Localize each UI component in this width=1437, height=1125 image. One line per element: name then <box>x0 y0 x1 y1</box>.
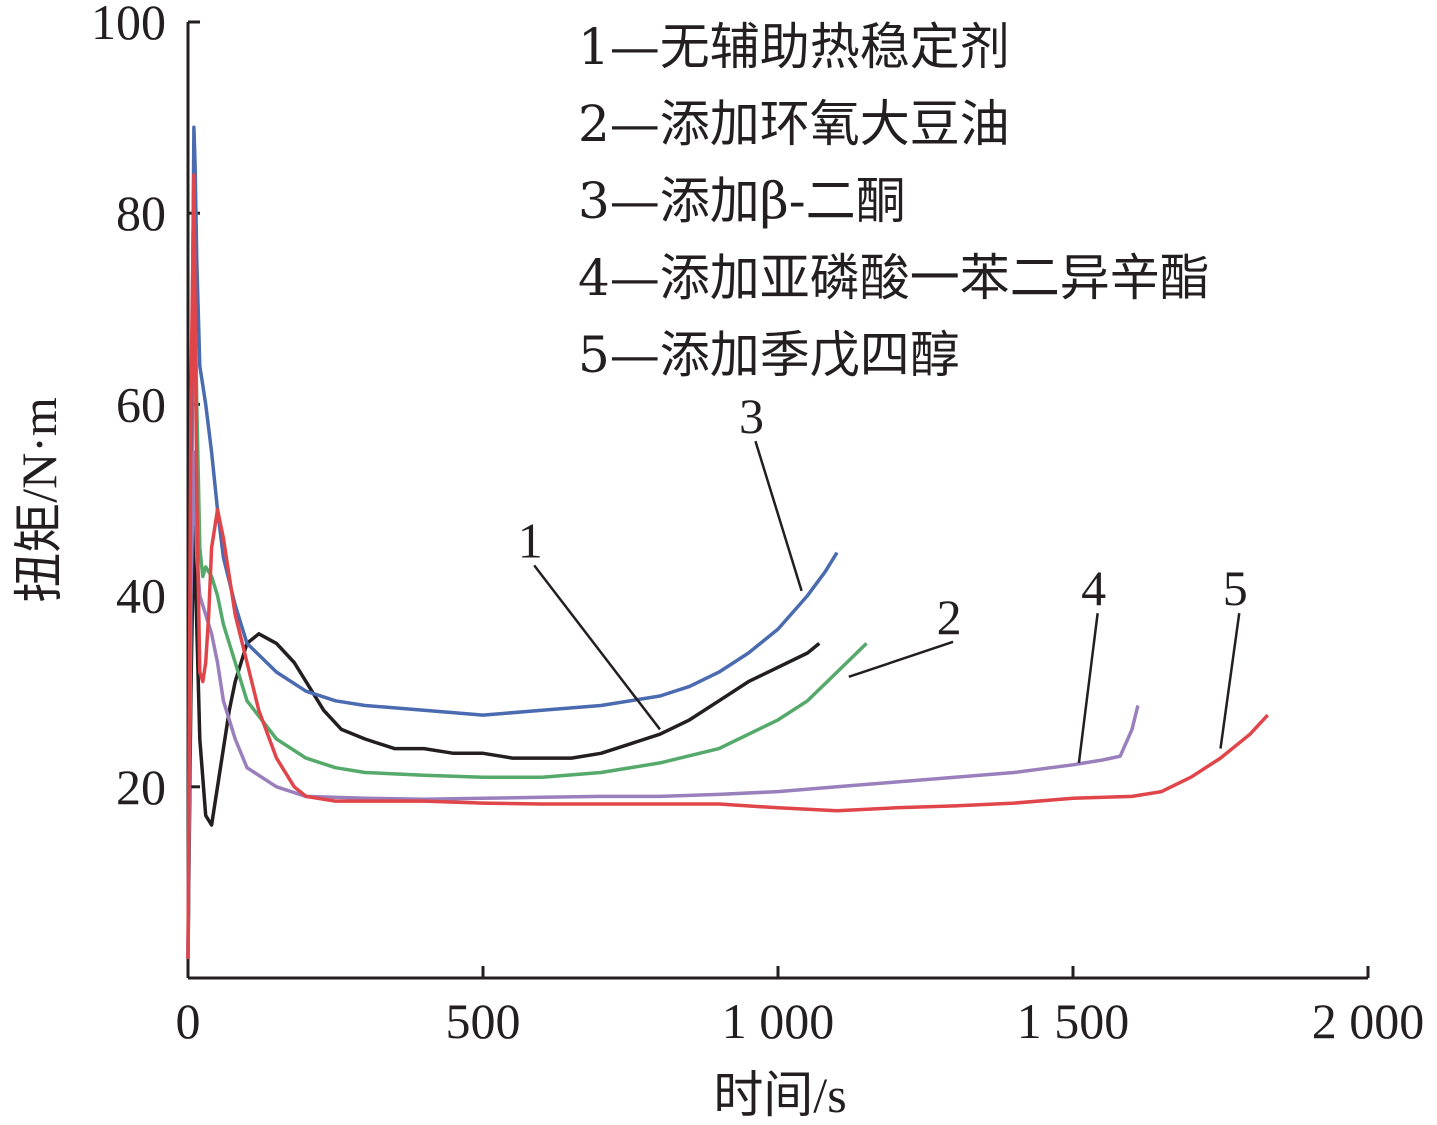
legend: 1—无辅助热稳定剂 2—添加环氧大豆油 3—添加β-二酮 4—添加亚磷酸一苯二异辛酯 5… <box>578 18 1210 384</box>
leader-line-4 <box>1077 613 1099 764</box>
leader-line-1 <box>533 564 661 731</box>
y-tick-label: 20 <box>116 759 166 815</box>
x-axis-title: 时间/s <box>713 1067 846 1123</box>
series-layer <box>186 125 1269 959</box>
legend-entry: 3—添加β-二酮 <box>578 172 906 230</box>
y-tick-label: 60 <box>116 376 166 432</box>
curve-label-3: 3 <box>739 388 764 444</box>
series-line-5 <box>186 173 1269 959</box>
curve-label-5: 5 <box>1223 560 1248 616</box>
legend-entry: 5—添加季戊四醇 <box>578 326 960 384</box>
y-tick-label: 100 <box>91 0 166 50</box>
legend-entry: 1—无辅助热稳定剂 <box>578 18 1010 76</box>
y-tick-label: 40 <box>116 568 166 624</box>
x-tick-label: 2 000 <box>1312 993 1425 1049</box>
x-tick-label: 500 <box>446 993 521 1049</box>
legend-entry: 4—添加亚磷酸一苯二异辛酯 <box>578 249 1210 307</box>
x-tick-label: 1 000 <box>722 993 835 1049</box>
curve-label-2: 2 <box>937 589 962 645</box>
curve-label-1: 1 <box>518 512 543 568</box>
series-line-2 <box>186 221 868 959</box>
series-line-3 <box>186 125 839 959</box>
y-tick-label: 80 <box>116 185 166 241</box>
series-line-1 <box>186 517 821 959</box>
leader-line-2 <box>848 640 954 679</box>
series-line-4 <box>186 450 1140 959</box>
curve-label-4: 4 <box>1081 560 1106 616</box>
x-tick-label: 1 500 <box>1017 993 1130 1049</box>
legend-entry: 2—添加环氧大豆油 <box>578 95 1010 153</box>
x-tick-label: 0 <box>176 993 201 1049</box>
leader-line-3 <box>754 440 803 592</box>
leader-line-5 <box>1219 612 1241 749</box>
y-axis-title: 扭矩/N·m <box>11 397 67 603</box>
curve-labels: 1 2 3 4 5 <box>518 388 1248 764</box>
